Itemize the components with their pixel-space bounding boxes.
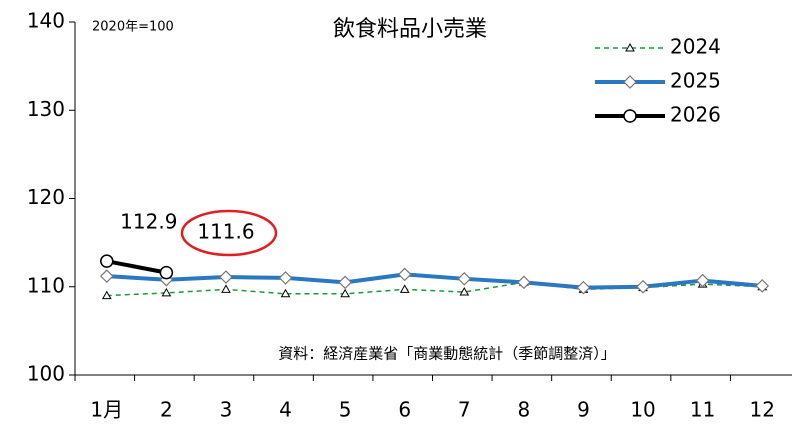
x-tick-label: 2 — [160, 398, 173, 422]
x-tick-label: 9 — [577, 398, 590, 422]
marker — [101, 290, 112, 300]
marker — [517, 275, 531, 290]
x-tick-label: 10 — [630, 398, 655, 422]
y-tick-label: 120 — [27, 185, 65, 209]
x-tick-label: 1月 — [90, 398, 123, 422]
marker — [623, 109, 637, 123]
marker — [755, 279, 770, 293]
x-tick-label: 3 — [220, 398, 233, 422]
marker — [278, 271, 293, 285]
legend-label: 2025 — [670, 69, 721, 93]
marker — [100, 254, 114, 268]
x-tick-label: 5 — [339, 398, 352, 422]
x-tick-label: 4 — [279, 398, 292, 422]
y-tick-label: 130 — [27, 97, 65, 121]
x-tick-label: 7 — [458, 398, 471, 422]
marker — [397, 267, 412, 282]
x-tick-label: 11 — [690, 398, 715, 422]
chart-title: 飲食料品小売業 — [333, 17, 487, 42]
series-line — [106, 272, 763, 290]
series-line — [106, 281, 763, 297]
data-label: 112.9 — [120, 210, 177, 234]
marker — [459, 287, 470, 296]
series-line — [106, 259, 167, 275]
marker — [636, 279, 650, 294]
marker — [338, 275, 352, 290]
marker — [695, 273, 710, 288]
marker — [161, 287, 172, 297]
y-tick-label: 110 — [27, 273, 65, 297]
marker — [576, 280, 591, 295]
y-tick-label: 140 — [27, 9, 65, 33]
data-label: 111.6 — [197, 220, 254, 244]
marker — [99, 269, 114, 284]
legend-label: 2026 — [670, 103, 721, 127]
marker — [625, 42, 635, 52]
marker — [159, 265, 174, 280]
legend-label: 2024 — [670, 35, 721, 59]
y-tick-label: 100 — [27, 362, 65, 386]
x-tick-label: 12 — [749, 398, 774, 422]
marker — [340, 288, 350, 298]
x-tick-label: 8 — [518, 398, 531, 422]
marker — [280, 288, 291, 298]
marker — [457, 271, 472, 286]
x-tick-label: 6 — [398, 398, 411, 422]
marker — [623, 75, 637, 89]
base-note: 2020年=100 — [92, 20, 174, 35]
source-note: 資料：経済産業省「商業動態統計（季節調整済）」 — [278, 345, 616, 363]
highlight-ellipse — [180, 209, 278, 257]
marker — [219, 270, 233, 284]
marker — [221, 284, 231, 293]
marker — [399, 284, 410, 293]
